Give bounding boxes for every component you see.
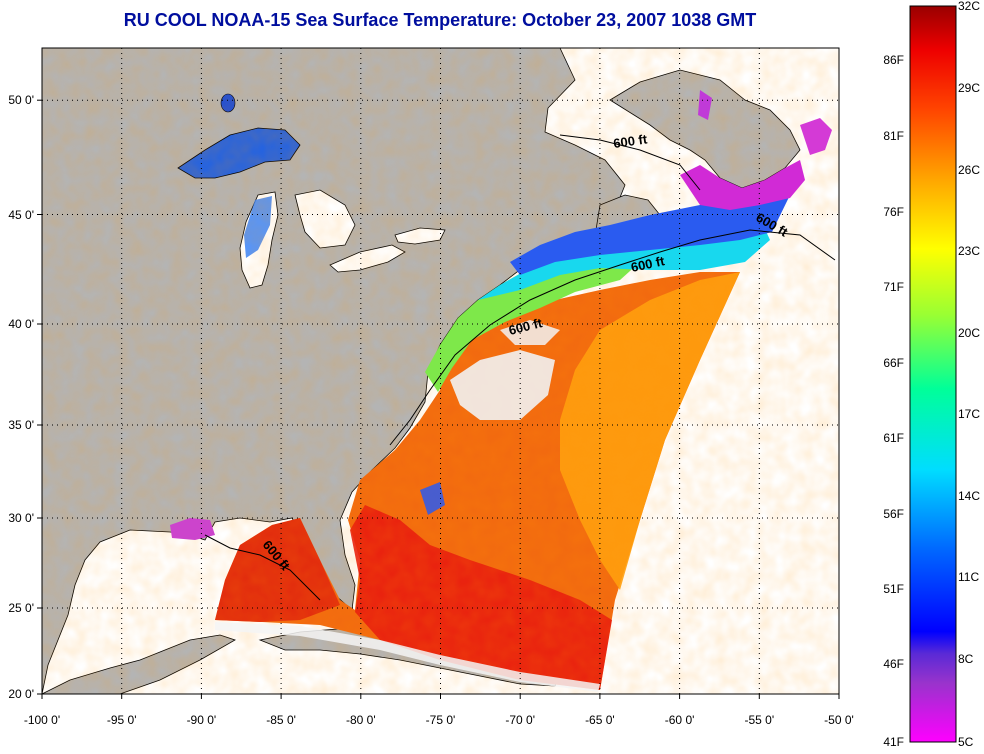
sst-purple-gulf-coast bbox=[170, 518, 215, 540]
latitude-labels: 50 0' 45 0' 40 0' 35 0' 30 0' 25 0' 20 0… bbox=[8, 93, 34, 701]
lon-label: -85 0' bbox=[266, 713, 296, 727]
colorbar-c-label: 29C bbox=[958, 81, 980, 95]
lat-label: 20 0' bbox=[8, 687, 34, 701]
lon-label: -90 0' bbox=[187, 713, 217, 727]
lon-label: -55 0' bbox=[744, 713, 774, 727]
lat-label: 50 0' bbox=[8, 93, 34, 107]
sst-stripe bbox=[215, 622, 600, 692]
colorbar-c-label: 8C bbox=[958, 652, 974, 666]
sst-blue-patch-gulf bbox=[420, 482, 445, 515]
sst-white-cloud-2 bbox=[500, 320, 560, 345]
lat-label: 25 0' bbox=[8, 601, 34, 615]
colorbar-c-label: 20C bbox=[958, 326, 980, 340]
colorbar-f-label: 51F bbox=[883, 582, 904, 596]
colorbar-c-label: 17C bbox=[958, 407, 980, 421]
lon-label: -100 0' bbox=[24, 713, 60, 727]
lon-label: -50 0' bbox=[824, 713, 854, 727]
isobath-600ft-north bbox=[559, 134, 701, 191]
colorbar-c-label: 14C bbox=[958, 489, 980, 503]
isobath-label-3: 600 ft bbox=[630, 253, 667, 275]
colorbar-f-label: 76F bbox=[883, 205, 904, 219]
colorbar-f-label: 81F bbox=[883, 129, 904, 143]
lon-label: -80 0' bbox=[346, 713, 376, 727]
colorbar-c-label: 32C bbox=[958, 0, 980, 13]
sst-white-cloud-1 bbox=[450, 350, 555, 420]
colorbar-f-label: 56F bbox=[883, 507, 904, 521]
colorbar-gradient bbox=[909, 5, 957, 743]
isobath-600ft-gulf bbox=[204, 534, 321, 601]
axis-ticks bbox=[37, 99, 840, 699]
colorbar-c-label: 5C bbox=[958, 735, 974, 749]
colorbar-c-label: 11C bbox=[958, 570, 979, 584]
lat-label: 35 0' bbox=[8, 418, 34, 432]
lat-label: 45 0' bbox=[8, 208, 34, 222]
colorbar-f-label: 46F bbox=[883, 657, 904, 671]
colorbar-f-label: 61F bbox=[883, 431, 904, 445]
lat-label: 40 0' bbox=[8, 317, 34, 331]
lon-label: -60 0' bbox=[665, 713, 695, 727]
colorbar-f-label: 71F bbox=[883, 280, 904, 294]
lat-label: 30 0' bbox=[8, 511, 34, 525]
colorbar-c-label: 23C bbox=[958, 244, 980, 258]
colorbar-c-label: 26C bbox=[958, 163, 980, 177]
sst-green-shelf bbox=[425, 248, 640, 392]
lon-label: -65 0' bbox=[585, 713, 615, 727]
map-area: 600 ft 600 ft 600 ft 600 ft 600 ft bbox=[42, 48, 839, 694]
longitude-labels: -100 0' -95 0' -90 0' -85 0' -80 0' -75 … bbox=[24, 713, 854, 727]
sst-magenta-east bbox=[800, 118, 832, 155]
lon-label: -95 0' bbox=[107, 713, 137, 727]
sst-magenta-labrador bbox=[698, 90, 712, 120]
sst-magenta-coast bbox=[680, 160, 805, 210]
colorbar-f-label: 66F bbox=[883, 356, 904, 370]
colorbar-f-label: 86F bbox=[883, 53, 904, 67]
isobath-label-1: 600 ft bbox=[612, 131, 648, 151]
lon-label: -75 0' bbox=[426, 713, 456, 727]
sst-swath bbox=[42, 48, 839, 694]
colorbar: 32C 29C 26C 23C 20C 17C 14C 11C 8C 5C 86… bbox=[883, 0, 980, 749]
lon-label: -70 0' bbox=[505, 713, 535, 727]
map-title: RU COOL NOAA-15 Sea Surface Temperature:… bbox=[123, 10, 757, 30]
isobath-600ft-atlantic bbox=[389, 229, 836, 446]
colorbar-f-label: 41F bbox=[883, 735, 904, 749]
sst-blue-gulf-of-maine bbox=[510, 195, 790, 275]
